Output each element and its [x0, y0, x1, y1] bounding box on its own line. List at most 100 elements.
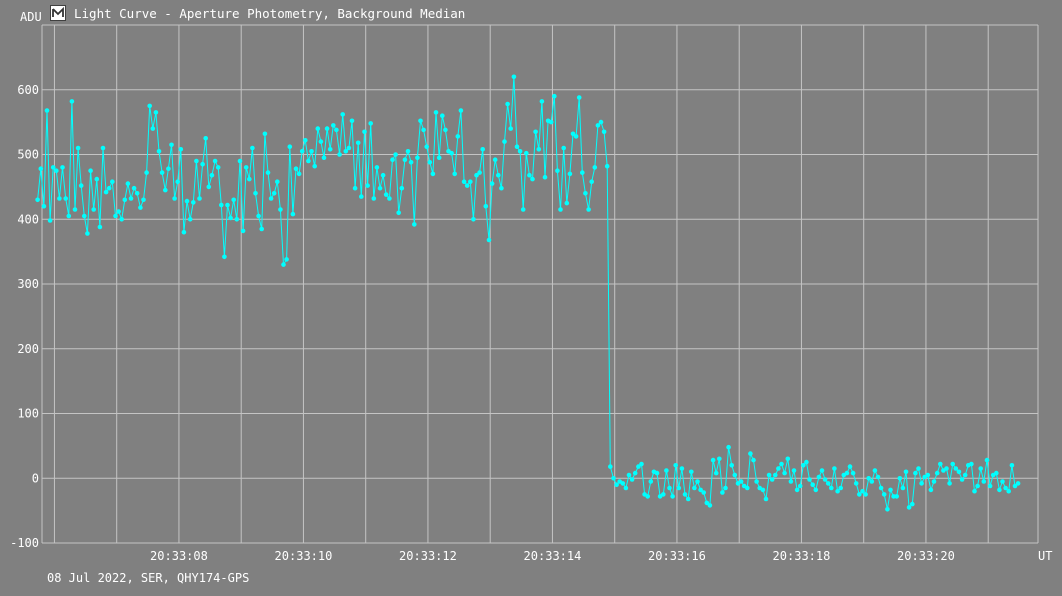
data-point	[57, 196, 62, 201]
data-point	[287, 144, 293, 149]
data-point	[1003, 485, 1008, 491]
data-point	[857, 492, 862, 497]
data-point	[440, 113, 445, 118]
data-point	[1009, 463, 1015, 468]
data-point	[293, 166, 299, 171]
data-point	[72, 207, 78, 212]
data-point	[981, 479, 987, 484]
data-point	[374, 165, 380, 170]
data-point	[483, 204, 489, 209]
data-point	[172, 196, 177, 201]
data-point	[813, 487, 819, 493]
data-point	[421, 127, 426, 133]
data-point	[900, 485, 906, 491]
data-point	[486, 237, 492, 243]
data-point	[807, 477, 812, 482]
data-point	[773, 472, 778, 478]
data-point	[63, 196, 68, 201]
data-point	[396, 210, 402, 216]
data-point	[60, 165, 65, 170]
data-point	[1012, 483, 1018, 489]
data-point	[215, 165, 221, 170]
data-point	[573, 134, 579, 139]
data-point	[956, 469, 962, 475]
data-point	[452, 171, 458, 177]
data-point	[670, 494, 675, 499]
data-point	[110, 179, 115, 184]
data-point	[878, 485, 884, 491]
x-tick-label: 20:33:08	[150, 549, 208, 563]
data-point	[35, 197, 40, 203]
data-point	[928, 487, 934, 493]
data-point	[654, 470, 660, 476]
data-point	[853, 481, 859, 486]
data-point	[38, 166, 44, 171]
data-point	[738, 479, 744, 484]
data-point	[299, 149, 305, 154]
data-point	[418, 118, 423, 124]
data-point	[468, 179, 473, 184]
data-point	[455, 134, 461, 139]
data-point	[776, 466, 781, 471]
data-point	[567, 171, 573, 177]
x-tick-label: 20:33:12	[399, 549, 457, 563]
data-point	[542, 174, 548, 180]
data-point	[138, 205, 143, 210]
data-point	[222, 254, 227, 260]
data-point	[950, 461, 955, 467]
data-point	[729, 463, 734, 468]
data-point	[290, 211, 296, 217]
data-point	[832, 466, 837, 471]
data-point	[94, 176, 100, 182]
data-point	[838, 485, 843, 491]
data-point	[331, 123, 336, 128]
data-point	[906, 505, 912, 510]
data-point	[791, 468, 797, 473]
data-point	[695, 479, 700, 484]
data-point	[829, 485, 834, 491]
data-point	[390, 157, 395, 162]
data-point	[570, 131, 576, 137]
data-point	[760, 487, 766, 493]
data-point	[169, 142, 174, 148]
data-point	[402, 157, 408, 162]
data-point	[306, 158, 311, 164]
data-point	[969, 461, 974, 467]
data-point	[745, 485, 750, 491]
data-point	[601, 129, 607, 135]
data-point	[433, 110, 439, 115]
data-point	[265, 170, 271, 175]
data-point	[751, 457, 756, 463]
data-point	[704, 500, 710, 506]
data-point	[872, 468, 878, 473]
data-point	[436, 155, 442, 160]
data-point	[564, 200, 570, 206]
data-point	[938, 461, 943, 467]
data-point	[782, 470, 787, 476]
data-point	[661, 492, 666, 497]
data-point	[194, 158, 199, 164]
data-point	[187, 217, 193, 222]
data-point	[424, 144, 430, 149]
data-point	[701, 490, 706, 495]
data-point	[312, 163, 318, 169]
data-point	[913, 470, 918, 476]
data-point	[253, 191, 258, 196]
data-point	[175, 179, 180, 184]
data-point	[262, 131, 268, 137]
data-point	[334, 127, 339, 133]
data-point	[474, 172, 479, 178]
series-line	[37, 76, 1019, 510]
data-point	[380, 172, 386, 178]
data-point	[953, 466, 959, 471]
data-point	[975, 483, 980, 489]
data-point	[449, 150, 454, 156]
data-point	[511, 74, 517, 80]
data-point	[720, 490, 725, 495]
data-point	[184, 198, 190, 204]
data-point	[41, 204, 47, 209]
data-point	[819, 468, 825, 473]
data-point	[763, 496, 769, 502]
data-point	[723, 485, 728, 491]
data-point	[685, 496, 691, 502]
